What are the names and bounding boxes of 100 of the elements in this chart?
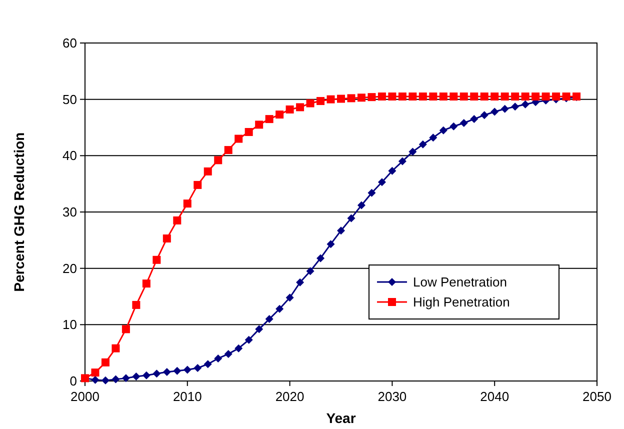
point [337,226,345,235]
point [500,92,509,101]
point [296,278,304,286]
point [194,180,202,189]
y-tick-label: 50 [62,92,77,107]
point [244,336,253,344]
point [460,118,468,127]
point [122,374,130,382]
point [204,167,212,176]
point [347,94,356,102]
x-axis-title: Year [326,410,356,426]
point [286,294,294,302]
point [306,267,314,276]
point [224,146,232,154]
legend-label: Low Penetration [413,274,507,290]
point [347,214,356,222]
y-axis-title: Percent GHG Reduction [11,132,27,292]
point [388,166,396,175]
point [112,344,120,352]
point [439,92,448,101]
x-tick-label: 2010 [172,389,202,404]
x-tick-label: 2030 [378,389,407,404]
point [357,201,366,210]
point [142,371,150,380]
point [408,148,417,156]
x-tick-label: 2050 [582,389,612,404]
point [173,216,182,224]
point [532,92,540,101]
point [214,354,222,362]
point [429,92,438,101]
point [542,92,550,101]
point [398,157,406,166]
point [286,105,294,114]
point [296,103,304,112]
point [388,92,396,101]
point [91,368,100,377]
point [326,240,335,248]
point [368,93,376,102]
y-tick-label: 10 [62,317,77,332]
point [552,92,560,101]
point [122,325,130,334]
point [470,115,478,124]
point [194,364,202,372]
point [480,92,488,101]
point [378,178,386,186]
point [418,92,427,101]
point [439,126,448,134]
point [450,122,458,130]
point [152,370,161,378]
point [316,254,325,262]
point [276,110,284,119]
point [460,92,468,101]
point [316,97,325,106]
point [337,94,345,103]
x-tick-label: 2020 [275,389,304,404]
point [521,100,530,108]
point [306,99,314,108]
point [244,128,253,136]
point [480,111,488,120]
point [152,256,161,264]
point [490,92,499,101]
point [511,92,520,101]
point [234,344,243,352]
point [521,92,530,101]
point [255,120,264,129]
point [204,360,212,368]
point [173,366,182,375]
point [162,234,171,242]
point [183,200,192,208]
point [91,376,100,384]
point [101,376,110,384]
point [357,94,366,102]
point [132,300,140,309]
point [418,140,427,148]
point [234,134,243,143]
point [276,304,284,313]
point [511,102,520,111]
x-tick-label: 2000 [70,389,100,404]
x-tick-label: 2040 [480,389,510,404]
point [500,104,509,113]
point [490,108,499,116]
point [132,372,140,380]
legend-label: High Penetration [413,294,510,310]
y-tick-label: 0 [70,374,77,389]
point [265,115,274,124]
point [368,188,376,197]
point [429,134,438,142]
point [224,350,232,358]
point [326,95,335,104]
point [408,92,417,101]
y-tick-label: 30 [62,204,77,220]
point [142,280,150,288]
point [265,315,274,324]
point [162,368,171,376]
point [214,156,222,164]
point [398,92,406,101]
point [101,358,110,366]
point [112,375,120,384]
point [255,325,264,334]
y-tick-label: 20 [62,260,77,276]
